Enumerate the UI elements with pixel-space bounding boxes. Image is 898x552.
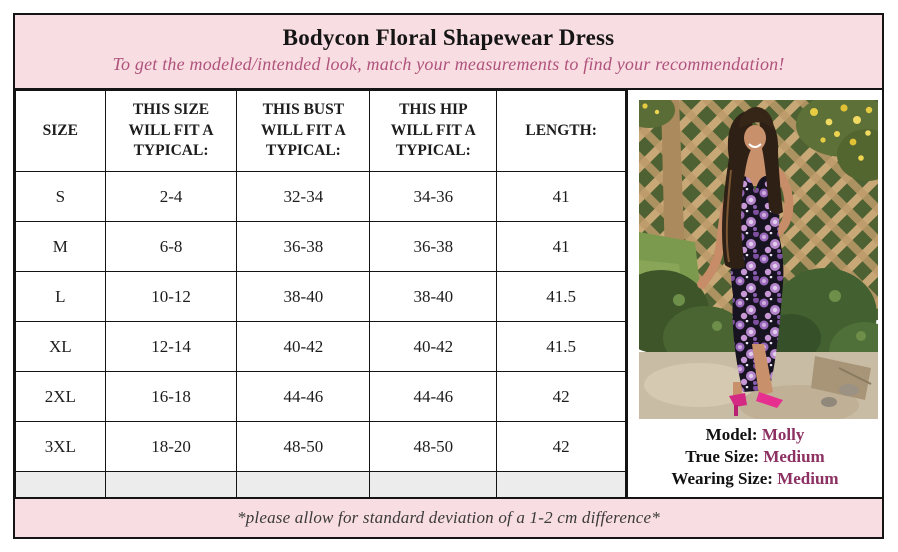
cell-length: 41 <box>496 171 626 222</box>
cell-fit: 12-14 <box>104 321 238 372</box>
true-size-label: True Size: <box>685 447 760 466</box>
model-value: Molly <box>761 425 805 444</box>
col-header-bust: THIS BUST WILL FIT A TYPICAL: <box>236 90 371 172</box>
cell-hip: 34-36 <box>369 171 498 222</box>
footer: *please allow for standard deviation of … <box>15 497 882 537</box>
cell-hip: 40-42 <box>369 321 498 372</box>
header-subtitle: To get the modeled/intended look, match … <box>112 54 785 74</box>
cell-hip: 36-38 <box>369 221 498 272</box>
cell-bust: 44-46 <box>236 371 371 422</box>
cell-fit: 10-12 <box>104 271 238 322</box>
true-size-line: True Size: Medium <box>628 446 882 468</box>
cell-size: S <box>15 171 106 222</box>
cell-size: L <box>15 271 106 322</box>
wearing-size-line: Wearing Size: Medium <box>628 468 882 490</box>
cell-fit: 2-4 <box>104 171 238 222</box>
col-header-fit: THIS SIZE WILL FIT A TYPICAL: <box>104 90 238 172</box>
cell-bust: 32-34 <box>236 171 371 222</box>
header: Bodycon Floral Shapewear Dress To get th… <box>15 15 882 90</box>
chart-frame: Bodycon Floral Shapewear Dress To get th… <box>13 13 884 539</box>
cell-length: 42 <box>496 371 626 422</box>
cell-fit: 16-18 <box>104 371 238 422</box>
cell-hip: 48-50 <box>369 421 498 472</box>
disclaimer-note: *please allow for standard deviation of … <box>237 508 660 527</box>
wearing-size-label: Wearing Size: <box>671 469 773 488</box>
cell-bust: 38-40 <box>236 271 371 322</box>
cell-length: 41 <box>496 221 626 272</box>
size-chart-table-wrap: SIZE THIS SIZE WILL FIT A TYPICAL: THIS … <box>15 90 626 521</box>
col-header-size: SIZE <box>15 90 106 172</box>
header-row: SIZE THIS SIZE WILL FIT A TYPICAL: THIS … <box>15 90 626 172</box>
cell-bust: 48-50 <box>236 421 371 472</box>
model-label: Model: <box>705 425 758 444</box>
cell-length: 41.5 <box>496 321 626 372</box>
model-photo <box>639 100 878 419</box>
table-row-s: S 2-4 32-34 34-36 41 <box>15 171 626 222</box>
table-row-2xl: 2XL 16-18 44-46 44-46 42 <box>15 371 626 422</box>
table-row-3xl: 3XL 18-20 48-50 48-50 42 <box>15 421 626 472</box>
cell-hip: 38-40 <box>369 271 498 322</box>
model-panel: Model: Molly True Size: Medium Wearing S… <box>626 90 882 497</box>
cell-size: 3XL <box>15 421 106 472</box>
cell-hip: 44-46 <box>369 371 498 422</box>
cell-size: M <box>15 221 106 272</box>
model-name-line: Model: Molly <box>628 424 882 446</box>
cell-fit: 6-8 <box>104 221 238 272</box>
model-details: Model: Molly True Size: Medium Wearing S… <box>628 424 882 490</box>
cell-bust: 36-38 <box>236 221 371 272</box>
cell-bust: 40-42 <box>236 321 371 372</box>
table-row-m: M 6-8 36-38 36-38 41 <box>15 221 626 272</box>
true-size-value: Medium <box>763 447 825 466</box>
cell-size: XL <box>15 321 106 372</box>
table-row-l: L 10-12 38-40 38-40 41.5 <box>15 271 626 322</box>
table-row-xl: XL 12-14 40-42 40-42 41.5 <box>15 321 626 372</box>
cell-size: 2XL <box>15 371 106 422</box>
page-title: Bodycon Floral Shapewear Dress <box>282 25 615 50</box>
cell-length: 41.5 <box>496 271 626 322</box>
model-photo-illustration <box>639 100 878 419</box>
col-header-hip: THIS HIP WILL FIT A TYPICAL: <box>369 90 498 172</box>
cell-fit: 18-20 <box>104 421 238 472</box>
col-header-length: LENGTH: <box>496 90 626 172</box>
cell-length: 42 <box>496 421 626 472</box>
wearing-size-value: Medium <box>777 469 839 488</box>
size-chart-table: SIZE THIS SIZE WILL FIT A TYPICAL: THIS … <box>15 90 626 521</box>
